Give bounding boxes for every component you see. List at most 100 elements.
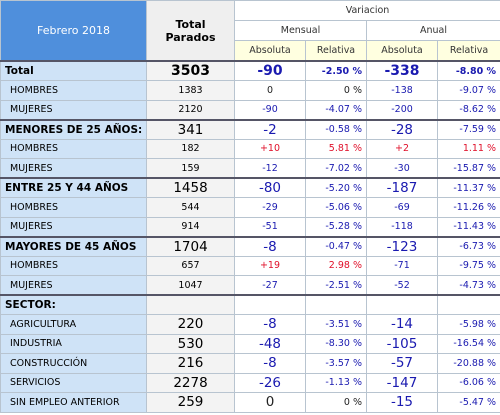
monthly-relative: 0 % bbox=[305, 392, 367, 413]
row-label: MUJERES bbox=[0, 99, 147, 120]
annual-relative: -6.73 % bbox=[436, 235, 500, 257]
table-row: CONSTRUCCIÓN 216 -8 -3.57 % -57 -20.88 % bbox=[0, 353, 500, 374]
row-label: SERVICIOS bbox=[0, 372, 147, 393]
absolute-header: Absoluta bbox=[366, 40, 438, 62]
table-row: MUJERES 1047 -27 -2.51 % -52 -4.73 % bbox=[0, 275, 500, 296]
row-label: MAYORES DE 45 AÑOS bbox=[0, 235, 147, 257]
annual-relative: -11.37 % bbox=[436, 177, 500, 198]
monthly-absolute: -12 bbox=[234, 158, 306, 179]
table-row: SERVICIOS 2278 -26 -1.13 % -147 -6.06 % bbox=[0, 372, 500, 393]
annual-absolute: -15 bbox=[366, 392, 438, 413]
annual-relative: -7.59 % bbox=[436, 118, 500, 140]
total-value: 544 bbox=[146, 197, 235, 218]
monthly-absolute: -8 bbox=[234, 353, 306, 374]
table-row: MUJERES 2120 -90 -4.07 % -200 -8.62 % bbox=[0, 99, 500, 120]
annual-absolute: -118 bbox=[366, 216, 438, 237]
table-row: INDUSTRIA 530 -48 -8.30 % -105 -16.54 % bbox=[0, 333, 500, 354]
table-row: AGRICULTURA 220 -8 -3.51 % -14 -5.98 % bbox=[0, 314, 500, 335]
monthly-absolute: 0 bbox=[234, 80, 306, 101]
relative-header: Relativa bbox=[436, 40, 500, 62]
monthly-absolute: +10 bbox=[234, 138, 306, 159]
annual-relative: -8.80 % bbox=[436, 60, 500, 81]
monthly-absolute: -26 bbox=[234, 372, 306, 393]
annual-absolute: -30 bbox=[366, 158, 438, 179]
annual-relative: -4.73 % bbox=[436, 275, 500, 296]
annual-relative: -11.26 % bbox=[436, 197, 500, 218]
monthly-relative: -1.13 % bbox=[305, 372, 367, 393]
row-label: MENORES DE 25 AÑOS: bbox=[0, 118, 147, 140]
table-body: Total 3503 -90 -2.50 % -338 -8.80 % HOMBRES 138… bbox=[0, 60, 500, 413]
annual-relative: -20.88 % bbox=[436, 353, 500, 374]
table-row: MAYORES DE 45 AÑOS 1704 -8 -0.47 % -123 -6.73… bbox=[0, 235, 500, 257]
monthly-relative: -2.50 % bbox=[305, 60, 367, 81]
total-value: 2278 bbox=[146, 372, 235, 393]
total-value: 3503 bbox=[146, 60, 235, 81]
monthly-relative: 5.81 % bbox=[305, 138, 367, 159]
annual-absolute: -105 bbox=[366, 333, 438, 354]
monthly-relative: -2.51 % bbox=[305, 275, 367, 296]
table-row: MUJERES 914 -51 -5.28 % -118 -11.43 % bbox=[0, 216, 500, 237]
period-header: Febrero 2018 bbox=[0, 0, 147, 62]
monthly-relative: -8.30 % bbox=[305, 333, 367, 354]
annual-absolute: -57 bbox=[366, 353, 438, 374]
monthly-absolute: 0 bbox=[234, 392, 306, 413]
annual-absolute: -123 bbox=[366, 235, 438, 257]
row-label: SECTOR: bbox=[0, 294, 147, 315]
monthly-absolute: -8 bbox=[234, 235, 306, 257]
annual-relative: -8.62 % bbox=[436, 99, 500, 120]
monthly-absolute: -29 bbox=[234, 197, 306, 218]
total-value: 216 bbox=[146, 353, 235, 374]
table-row: MUJERES 159 -12 -7.02 % -30 -15.87 % bbox=[0, 158, 500, 179]
table-row: HOMBRES 544 -29 -5.06 % -69 -11.26 % bbox=[0, 197, 500, 218]
total-value: 220 bbox=[146, 314, 235, 335]
annual-absolute: -138 bbox=[366, 80, 438, 101]
monthly-relative bbox=[305, 294, 367, 315]
monthly-absolute: -90 bbox=[234, 99, 306, 120]
table-header: Febrero 2018 Total Parados Variacion Men… bbox=[0, 0, 500, 62]
annual-relative: -15.87 % bbox=[436, 158, 500, 179]
monthly-absolute: -51 bbox=[234, 216, 306, 237]
total-value: 341 bbox=[146, 118, 235, 140]
table-row: SIN EMPLEO ANTERIOR 259 0 0 % -15 -5.47 % bbox=[0, 392, 500, 413]
monthly-relative: -3.51 % bbox=[305, 314, 367, 335]
annual-absolute: +2 bbox=[366, 138, 438, 159]
annual-absolute: -69 bbox=[366, 197, 438, 218]
row-label: HOMBRES bbox=[0, 197, 147, 218]
monthly-relative: 0 % bbox=[305, 80, 367, 101]
annual-absolute: -147 bbox=[366, 372, 438, 393]
annual-relative: 1.11 % bbox=[436, 138, 500, 159]
total-value: 1458 bbox=[146, 177, 235, 198]
row-label: MUJERES bbox=[0, 275, 147, 296]
annual-relative: -5.98 % bbox=[436, 314, 500, 335]
total-value: 1383 bbox=[146, 80, 235, 101]
monthly-absolute: -27 bbox=[234, 275, 306, 296]
monthly-relative: -5.06 % bbox=[305, 197, 367, 218]
row-label: HOMBRES bbox=[0, 255, 147, 276]
annual-relative: -6.06 % bbox=[436, 372, 500, 393]
annual-absolute: -200 bbox=[366, 99, 438, 120]
total-value: 657 bbox=[146, 255, 235, 276]
table-row: ENTRE 25 Y 44 AÑOS 1458 -80 -5.20 % -187 -11.… bbox=[0, 177, 500, 198]
monthly-absolute: +19 bbox=[234, 255, 306, 276]
monthly-relative: -5.28 % bbox=[305, 216, 367, 237]
annual-relative: -9.75 % bbox=[436, 255, 500, 276]
row-label: CONSTRUCCIÓN bbox=[0, 353, 147, 374]
row-label: MUJERES bbox=[0, 158, 147, 179]
total-value: 1047 bbox=[146, 275, 235, 296]
monthly-relative: -5.20 % bbox=[305, 177, 367, 198]
monthly-relative: -0.58 % bbox=[305, 118, 367, 140]
table-row: HOMBRES 657 +19 2.98 % -71 -9.75 % bbox=[0, 255, 500, 276]
table-row: MENORES DE 25 AÑOS: 341 -2 -0.58 % -28 -7.59 … bbox=[0, 118, 500, 140]
table-row: Total 3503 -90 -2.50 % -338 -8.80 % bbox=[0, 60, 500, 81]
row-label: HOMBRES bbox=[0, 80, 147, 101]
row-label: AGRICULTURA bbox=[0, 314, 147, 335]
annual-relative: -16.54 % bbox=[436, 333, 500, 354]
annual-relative: -9.07 % bbox=[436, 80, 500, 101]
absolute-header: Absoluta bbox=[234, 40, 306, 62]
total-value: 2120 bbox=[146, 99, 235, 120]
annual-relative: -11.43 % bbox=[436, 216, 500, 237]
monthly-relative: -3.57 % bbox=[305, 353, 367, 374]
relative-header: Relativa bbox=[305, 40, 367, 62]
